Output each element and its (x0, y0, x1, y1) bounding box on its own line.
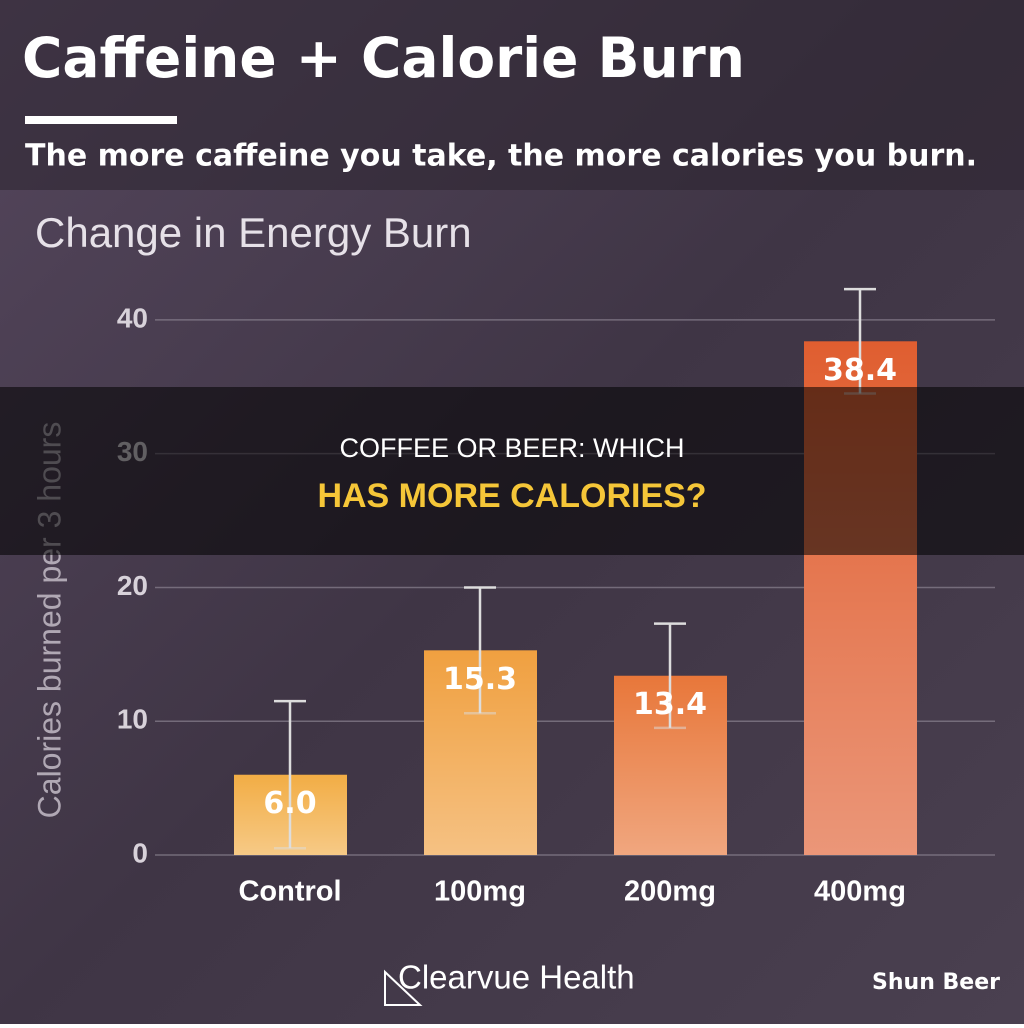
brand-logo (384, 969, 423, 1006)
chart-title: Change in Energy Burn (35, 209, 472, 256)
watermark: Shun Beer (872, 970, 1000, 995)
x-tick-label: 100mg (434, 876, 526, 908)
banner-line2: HAS MORE CALORIES? (317, 477, 706, 515)
x-tick-label: 200mg (624, 876, 716, 908)
x-tick-label: 400mg (814, 876, 906, 908)
header-subtitle: The more caffeine you take, the more cal… (25, 139, 977, 174)
x-tick-label: Control (238, 876, 341, 908)
value-label: 13.4 (633, 687, 707, 722)
value-label: 38.4 (823, 353, 897, 388)
header-rule (25, 116, 177, 124)
banner (0, 387, 1024, 555)
header-band (0, 0, 1024, 190)
y-tick-label: 20 (117, 570, 148, 601)
banner-line1: COFFEE OR BEER: WHICH (339, 433, 684, 463)
y-tick-label: 10 (117, 704, 148, 735)
brand: Clearvue Health (398, 959, 635, 996)
y-tick-label: 0 (132, 837, 148, 868)
value-label: 15.3 (443, 662, 517, 697)
value-label: 6.0 (263, 786, 316, 821)
header-title: Caffeine + Calorie Burn (22, 26, 745, 90)
y-tick-label: 40 (117, 302, 148, 333)
